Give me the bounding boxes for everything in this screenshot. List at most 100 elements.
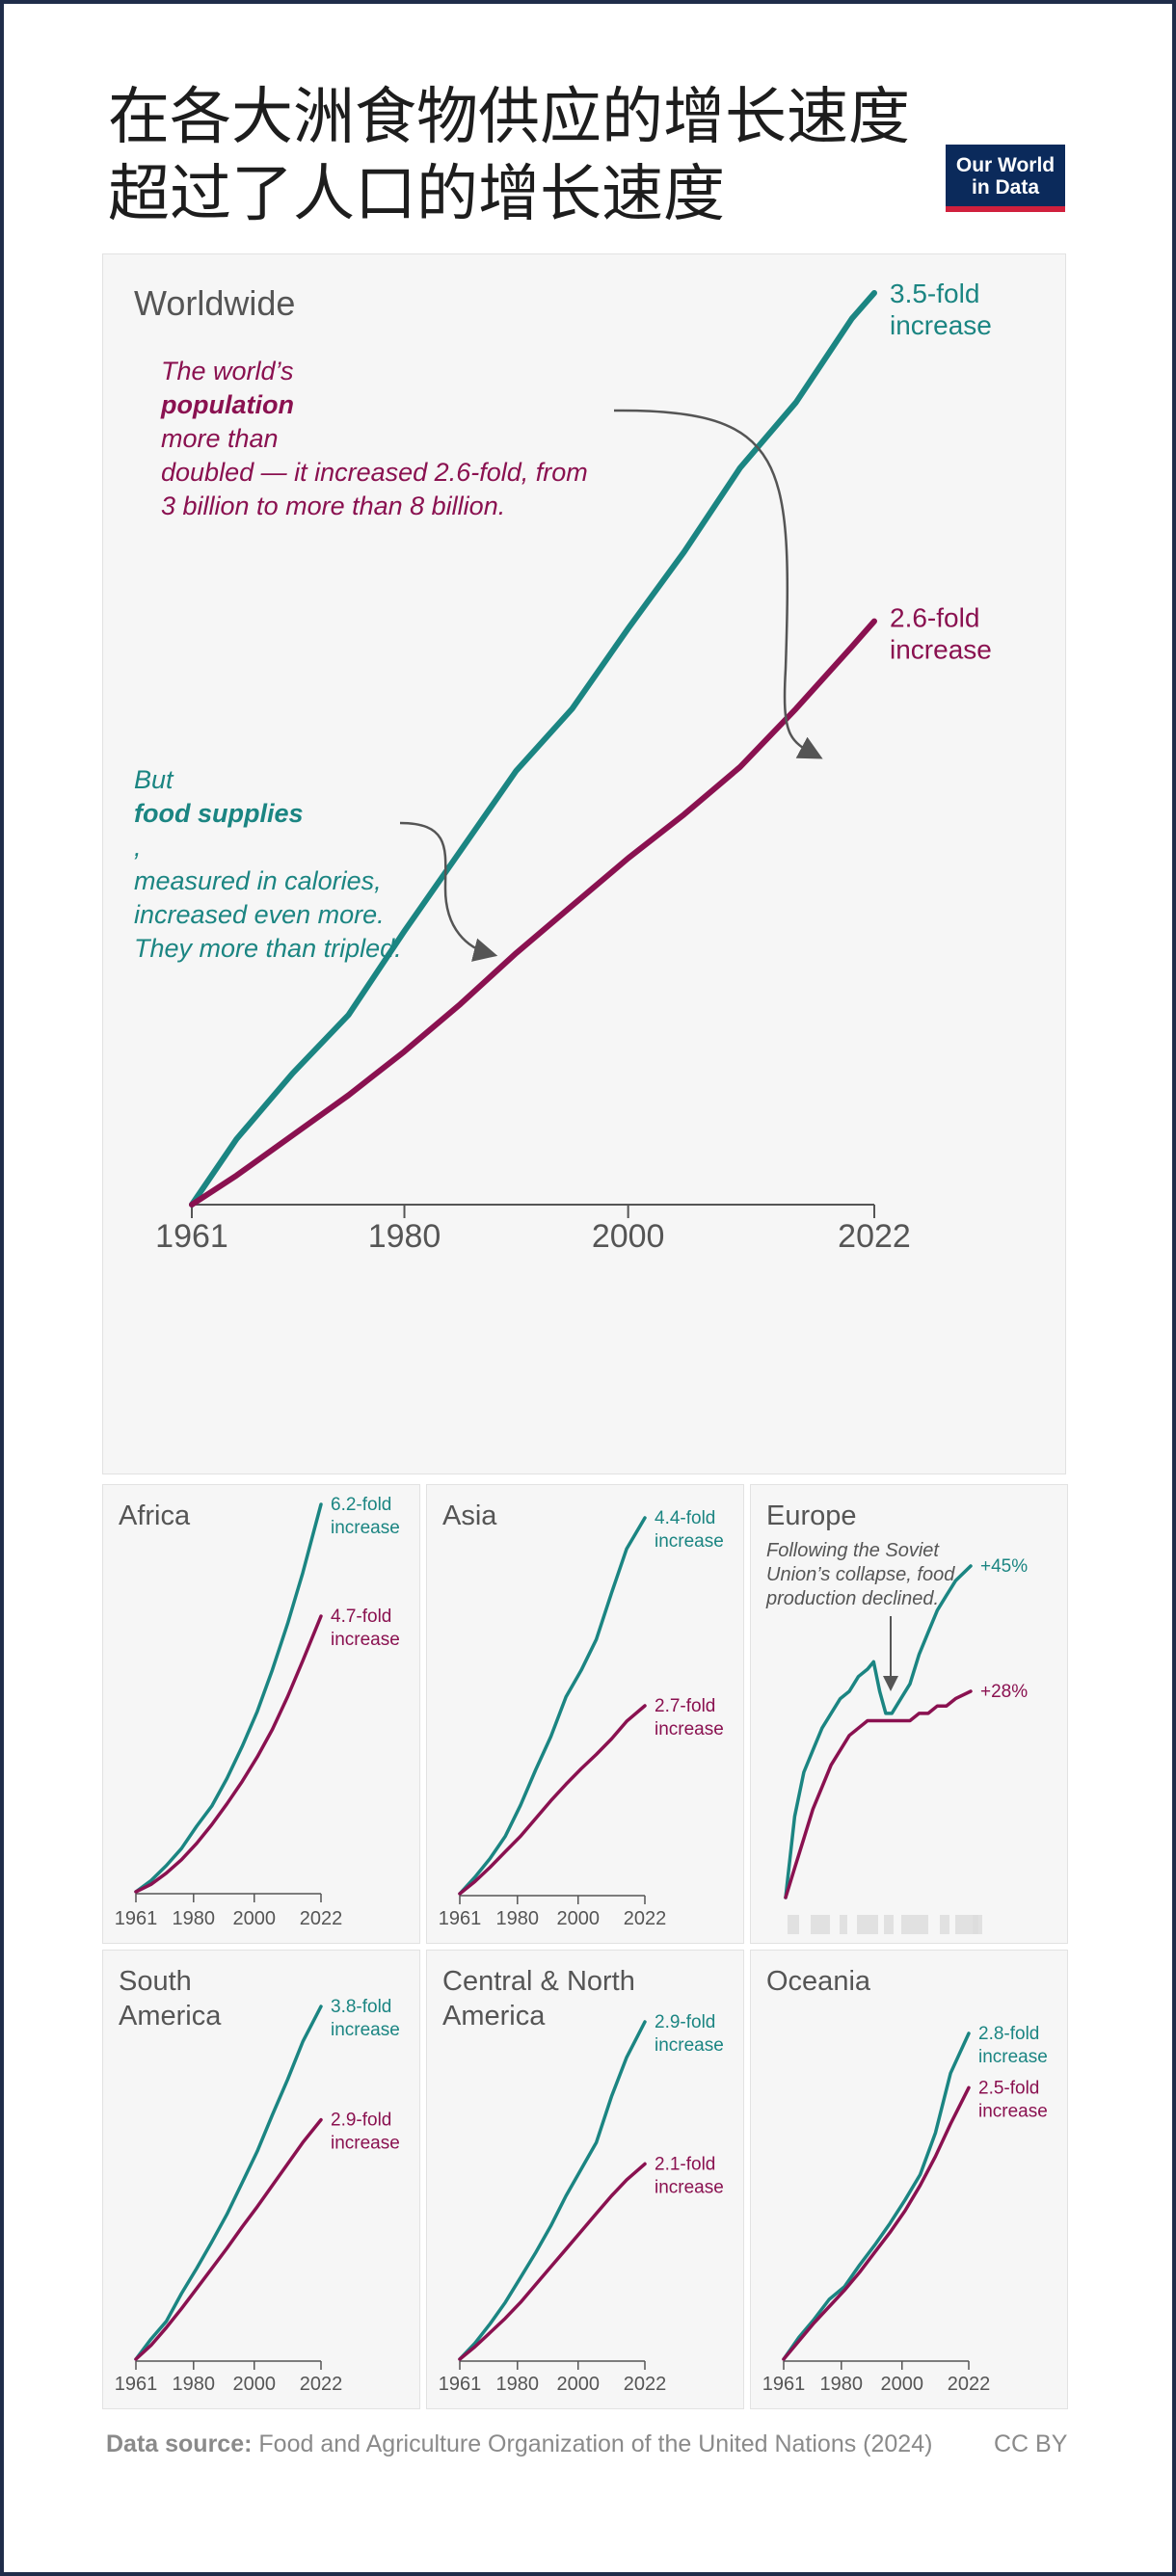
x-tick-label: 2022 [948, 2374, 991, 2395]
south-america-title-line-2: America [119, 2001, 222, 2032]
food-supply-label: 3.5-fold [890, 279, 979, 308]
food-supply-label-2: increase [331, 1518, 400, 1538]
asia-title: Asia [442, 1500, 497, 1531]
food-note-line-2: measured in calories, [134, 866, 382, 895]
cna-title-line-1: Central & North [442, 1966, 635, 1997]
south-america-title-line-1: South [119, 1966, 192, 1997]
population-line [458, 2162, 647, 2361]
pop-note-pre: The world’s [161, 357, 294, 385]
logo-line-2: in Data [971, 176, 1039, 199]
population-label-2: increase [331, 1630, 400, 1650]
asia-chart: 1961 1980 2000 2022 4.4-fold increase 2.7-fold… [439, 1508, 724, 1929]
south-america-title: South America [119, 1964, 221, 2033]
our-world-in-data-logo[interactable]: Our World in Data [946, 145, 1065, 212]
population-label-2: increase [331, 2134, 400, 2154]
food-supply-line [134, 2005, 323, 2361]
population-label-2: increase [890, 635, 992, 665]
logo-line-1: Our World [955, 154, 1056, 176]
population-line [458, 1704, 647, 1896]
blurred-axis-mark [901, 1915, 928, 1934]
population-label: 4.7-fold [331, 1607, 391, 1627]
food-supply-line [784, 1564, 973, 1899]
x-tick-label: 1961 [155, 1218, 228, 1255]
x-tick-label: 1980 [820, 2374, 864, 2395]
blurred-axis-mark [788, 1915, 799, 1934]
x-tick-label: 2000 [881, 2374, 924, 2395]
population-line [134, 1614, 323, 1894]
food-supply-line [189, 290, 877, 1208]
blurred-axis-mark [811, 1915, 830, 1934]
title-line-2: 超过了人口的增长速度 [108, 159, 725, 230]
africa-chart: 1961 1980 2000 2022 6.2-fold increase 4.7-fold… [115, 1495, 400, 1929]
food-note-line-4: They more than tripled. [134, 934, 402, 963]
europe-title: Europe [766, 1500, 857, 1531]
food-supply-label-2: increase [978, 2047, 1048, 2067]
pop-note-line-2: doubled — it increased 2.6-fold, from [161, 458, 588, 487]
food-supply-label-2: increase [655, 1531, 724, 1552]
food-arrow [399, 821, 498, 962]
food-supply-label: 6.2-fold [331, 1495, 391, 1515]
x-tick-label: 2022 [300, 1908, 343, 1929]
europe-chart: +45% +28% [784, 1556, 1028, 1934]
blurred-axis-mark [840, 1915, 847, 1934]
food-supply-line [782, 2032, 971, 2361]
worldwide-panel: 1961 1980 2000 2022 3.5-fold increase 2.6-fold… [102, 253, 1066, 1474]
population-label-2: increase [978, 2101, 1048, 2121]
asia-panel: 1961 1980 2000 2022 4.4-fold increase 2.7-fold… [426, 1484, 744, 1944]
x-tick-label: 1980 [173, 1908, 216, 1929]
x-tick-label: 2000 [592, 1218, 665, 1255]
title-line-1: 在各大洲食物供应的增长速度 [108, 82, 910, 153]
oceania-chart: 1961 1980 2000 2022 2.8-fold increase 2.5-fold… [762, 2024, 1048, 2395]
x-tick-label: 1980 [368, 1218, 441, 1255]
africa-panel: 1961 1980 2000 2022 6.2-fold increase 4.7-fold… [102, 1484, 420, 1944]
data-source: Data source: Food and Agriculture Organi… [106, 2430, 932, 2458]
population-arrow [613, 409, 823, 759]
x-tick-label: 2000 [233, 1908, 276, 1929]
data-source-label: Data source: [106, 2430, 253, 2457]
x-tick-label: 1980 [173, 2374, 216, 2395]
population-label-2: increase [655, 1719, 724, 1739]
food-supply-line [134, 1502, 323, 1894]
food-supply-label: +45% [980, 1556, 1028, 1577]
x-tick-label: 1961 [115, 1908, 158, 1929]
population-label: 2.1-fold [655, 2154, 715, 2174]
food-note-bold: food supplies [134, 799, 304, 828]
population-label: 2.6-fold [890, 603, 979, 633]
x-tick-label: 1961 [439, 2374, 482, 2395]
population-label: 2.9-fold [331, 2111, 391, 2131]
x-tick-label: 2022 [838, 1218, 911, 1255]
x-tick-label: 1980 [496, 2374, 540, 2395]
pop-note-bold: population [161, 390, 294, 419]
food-supply-label: 4.4-fold [655, 1508, 715, 1528]
population-line [784, 1689, 973, 1899]
central-north-america-chart: 1961 1980 2000 2022 2.9-fold increase 2.1-fold… [439, 2012, 724, 2395]
south-america-chart: 1961 1980 2000 2022 3.8-fold increase 2.9-fold… [115, 1997, 400, 2395]
food-note-pre: But [134, 765, 174, 794]
x-tick-label: 1961 [115, 2374, 158, 2395]
population-label: 2.5-fold [978, 2078, 1039, 2098]
blurred-axis-mark [884, 1915, 894, 1934]
europe-annotation: Following the Soviet Union’s collapse, f… [766, 1539, 954, 1611]
south-america-panel: 1961 1980 2000 2022 3.8-fold increase 2.9-fold… [102, 1950, 420, 2409]
food-supply-label-2: increase [890, 310, 992, 340]
africa-title: Africa [119, 1500, 191, 1531]
population-line [134, 2117, 323, 2361]
x-tick-label: 2000 [557, 2374, 601, 2395]
food-supply-line [458, 1516, 647, 1896]
page-title: 在各大洲食物供应的增长速度 超过了人口的增长速度 [108, 79, 910, 233]
europe-note-line-3: production declined. [766, 1588, 940, 1609]
population-annotation: The world’s population more than doubled… [161, 355, 588, 523]
food-note-line-3: increased even more. [134, 900, 385, 929]
population-line [782, 2085, 971, 2361]
data-source-text: Food and Agriculture Organization of the… [258, 2430, 933, 2457]
cna-title-line-2: America [442, 2001, 546, 2032]
license-link[interactable]: CC BY [994, 2430, 1068, 2457]
blurred-axis-mark [857, 1915, 878, 1934]
x-tick-label: 2000 [557, 1908, 601, 1929]
population-label-2: increase [655, 2177, 724, 2197]
food-supply-label-2: increase [331, 2020, 400, 2040]
food-supply-label: 3.8-fold [331, 1997, 391, 2017]
worldwide-chart: 1961 1980 2000 20223.5-foldincrease2.6-fold… [155, 279, 992, 1255]
population-label: +28% [980, 1682, 1028, 1702]
